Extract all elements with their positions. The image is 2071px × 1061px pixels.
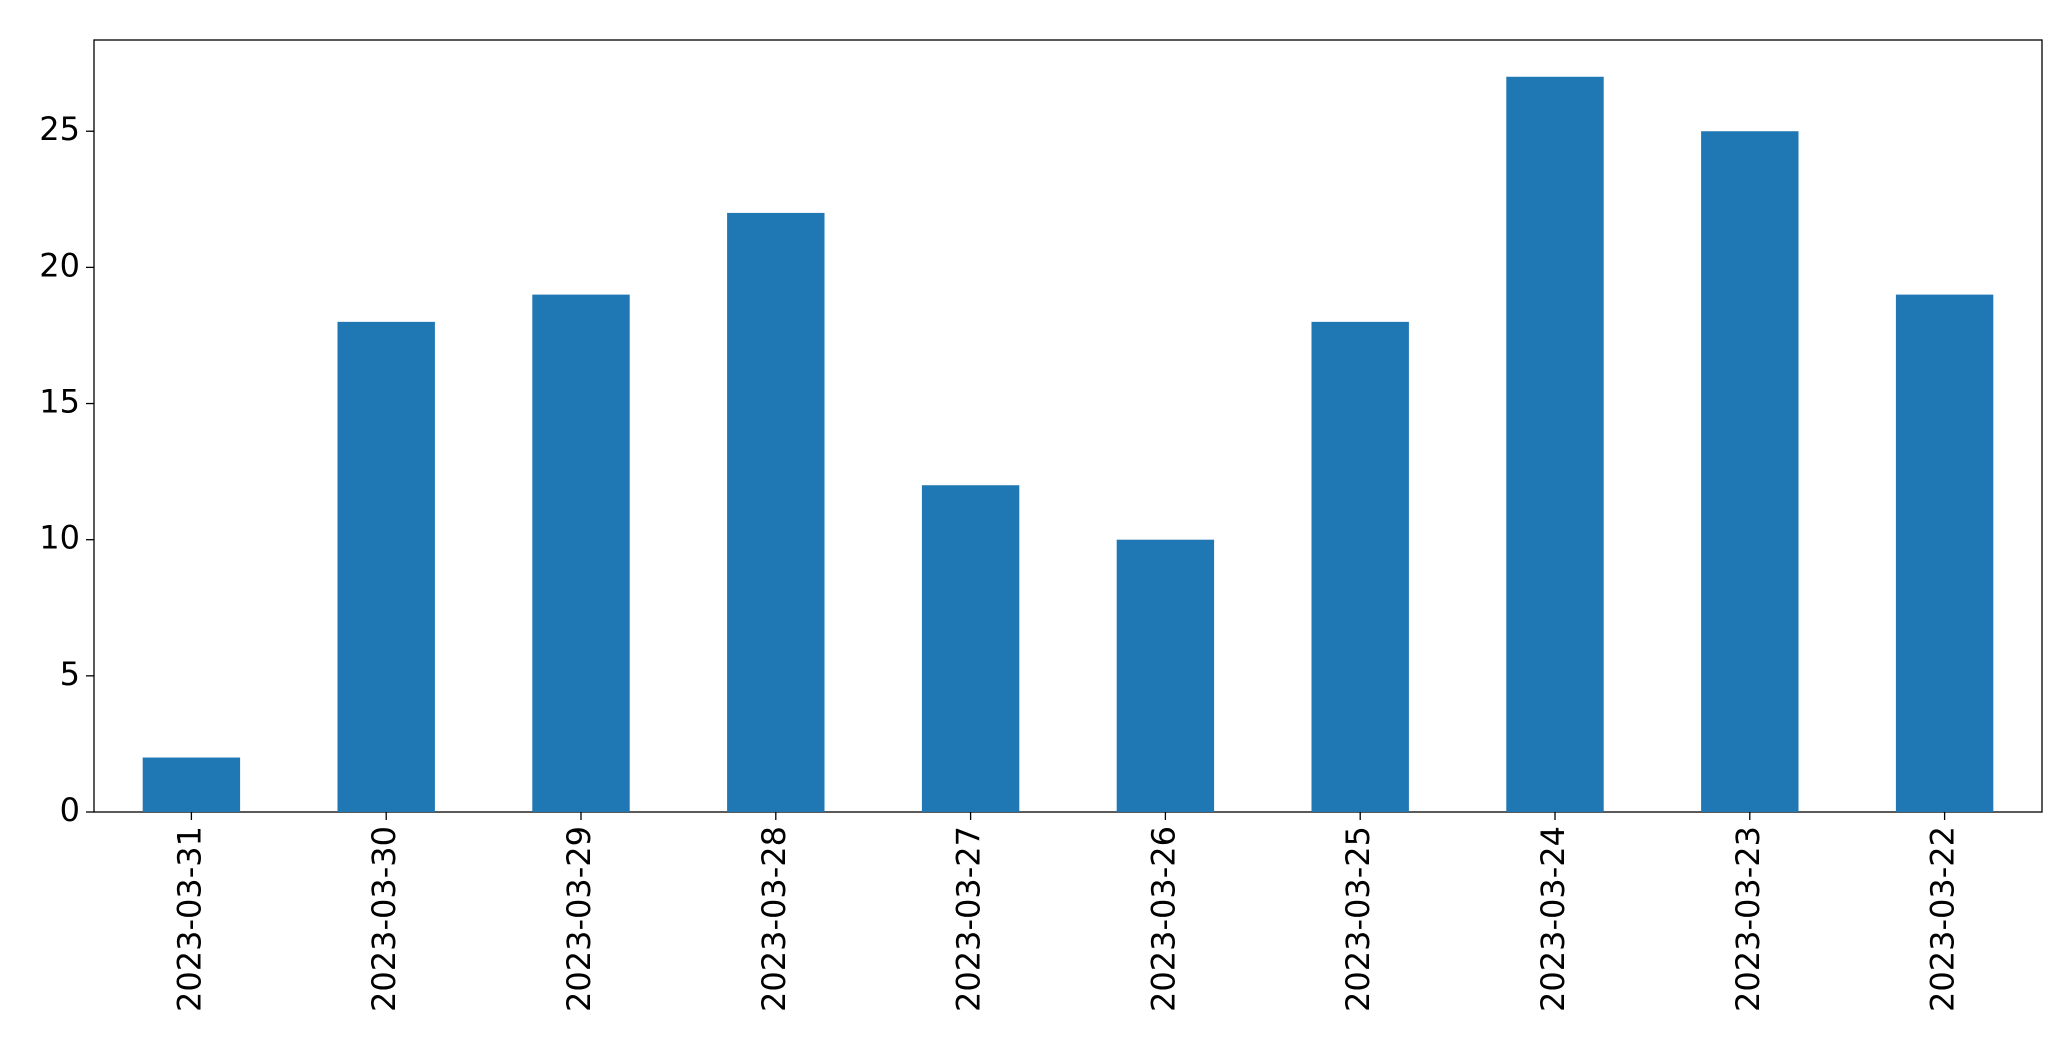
x-tick-label: 2023-03-26: [1144, 826, 1182, 1012]
x-tick-label: 2023-03-29: [560, 826, 598, 1012]
bar: [921, 485, 1020, 812]
x-tick-label: 2023-03-22: [1924, 826, 1962, 1012]
bar: [1701, 131, 1799, 812]
bar: [1506, 76, 1604, 812]
y-tick-label: 20: [39, 246, 80, 284]
y-tick-label: 5: [60, 655, 80, 693]
bar: [337, 321, 435, 812]
y-tick-label: 15: [39, 383, 80, 421]
bar: [1895, 294, 1994, 812]
x-tick-label: 2023-03-23: [1729, 826, 1767, 1012]
x-tick-label: 2023-03-31: [170, 826, 208, 1012]
bar: [532, 294, 630, 812]
bar: [727, 212, 825, 812]
plot-frame: [93, 39, 2043, 813]
x-tick-label: 2023-03-27: [950, 826, 988, 1012]
y-tick-label: 0: [60, 791, 80, 829]
x-tick-label: 2023-03-30: [365, 826, 403, 1012]
bar: [142, 757, 241, 812]
y-tick-label: 25: [39, 110, 80, 148]
y-tick-label: 10: [39, 519, 80, 557]
bar: [1311, 321, 1409, 812]
x-tick-label: 2023-03-28: [755, 826, 793, 1012]
bar: [1116, 539, 1215, 812]
x-tick-label: 2023-03-24: [1534, 826, 1572, 1012]
x-tick-label: 2023-03-25: [1339, 826, 1377, 1012]
